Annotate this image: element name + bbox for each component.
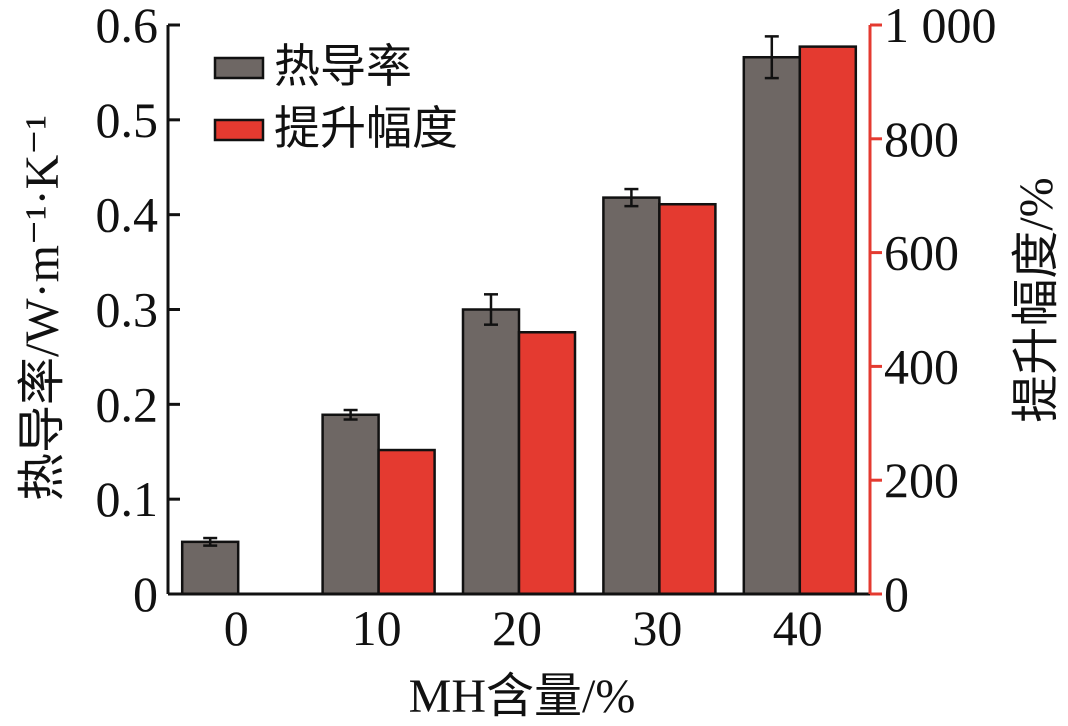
legend-label-thermal-conductivity: 热导率 [274,41,412,92]
x-tick-label: 30 [632,600,682,656]
y-tick-label-right: 600 [884,225,959,281]
y-tick-label-right: 800 [884,111,959,167]
bar-improvement [517,331,577,596]
legend: 热导率 提升幅度 [213,41,458,154]
x-axis-title: MH含量/% [409,670,636,721]
bar-thermal-conductivity [321,413,380,596]
y-axis-right-title: 提升幅度/% [1010,177,1063,422]
legend-label-improvement: 提升幅度 [274,103,458,154]
y-tick-label-left: 0.3 [96,282,159,338]
legend-swatch-thermal-conductivity [213,56,265,80]
x-tick-label: 20 [492,600,542,656]
bar-improvement [798,45,858,596]
y-tick-label-left: 0.4 [96,187,159,243]
y-tick-label-left: 0.6 [96,0,159,53]
axes-layer: 0 10 20 30 4000.10.20.30.40.50.6020040060080… [96,0,997,656]
y-tick-label-right: 400 [884,338,959,394]
y-tick-label-right: 0 [884,566,909,622]
legend-swatch-improvement [213,118,265,142]
x-tick-label: 10 [352,600,402,656]
x-tick-label: 0 [224,600,249,656]
y-tick-label-left: 0.1 [96,471,159,527]
bar-improvement [377,448,436,596]
y-axis-left-title: 热导率/W·m⁻¹·K⁻¹ [16,115,69,501]
y-tick-label-right: 1 000 [884,0,997,53]
y-tick-label-right: 200 [884,452,959,508]
y-tick-label-left: 0.5 [96,92,159,148]
bar-improvement [658,202,717,596]
bar-thermal-conductivity [602,196,661,596]
bar-thermal-conductivity [461,308,521,596]
bars-layer [180,35,858,596]
y-tick-label-left: 0 [133,566,158,622]
bar-thermal-conductivity [180,540,240,596]
x-tick-label: 40 [773,600,823,656]
y-tick-label-left: 0.2 [96,376,159,432]
bar-thermal-conductivity [742,55,802,596]
